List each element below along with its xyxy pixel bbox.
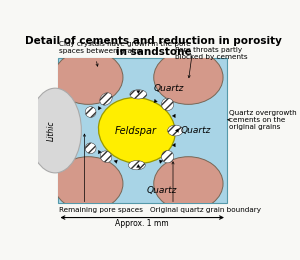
Ellipse shape: [154, 157, 223, 211]
Ellipse shape: [85, 143, 96, 154]
Text: Pore throats partly
blocked by cements: Pore throats partly blocked by cements: [175, 47, 248, 60]
Ellipse shape: [154, 50, 223, 104]
Ellipse shape: [161, 98, 174, 110]
Ellipse shape: [100, 93, 112, 105]
Ellipse shape: [100, 151, 112, 162]
Ellipse shape: [161, 151, 174, 163]
Text: Quartz overgrowth
cements on the
original grains: Quartz overgrowth cements on the origina…: [229, 110, 297, 130]
Ellipse shape: [168, 125, 183, 136]
Text: Clay crystals have grown in the pore
spaces between grains: Clay crystals have grown in the pore spa…: [59, 41, 191, 54]
Polygon shape: [172, 114, 175, 118]
Ellipse shape: [98, 98, 175, 164]
Ellipse shape: [54, 50, 123, 104]
Text: Quartz: Quartz: [146, 186, 177, 195]
Polygon shape: [172, 143, 175, 147]
Text: Quartz: Quartz: [154, 84, 184, 93]
Text: Quartz: Quartz: [181, 126, 211, 135]
Ellipse shape: [54, 157, 123, 211]
Text: Original quartz grain boundary: Original quartz grain boundary: [150, 207, 261, 213]
Text: Lithic: Lithic: [47, 120, 56, 141]
Polygon shape: [114, 160, 117, 163]
Polygon shape: [98, 150, 101, 154]
Text: Remaining pore spaces: Remaining pore spaces: [59, 207, 143, 213]
Polygon shape: [175, 129, 178, 132]
Ellipse shape: [128, 161, 145, 170]
Ellipse shape: [130, 90, 147, 99]
Polygon shape: [159, 160, 163, 163]
Polygon shape: [98, 106, 101, 110]
Ellipse shape: [85, 107, 96, 118]
Ellipse shape: [29, 88, 81, 173]
Bar: [58, 58, 227, 203]
Polygon shape: [136, 90, 140, 94]
Text: Detail of cements and reduction in porosity
in sandstone: Detail of cements and reduction in poros…: [25, 36, 282, 57]
Polygon shape: [136, 164, 140, 167]
Text: Feldspar: Feldspar: [115, 126, 157, 135]
Text: Approx. 1 mm: Approx. 1 mm: [116, 219, 169, 228]
Polygon shape: [154, 99, 158, 103]
